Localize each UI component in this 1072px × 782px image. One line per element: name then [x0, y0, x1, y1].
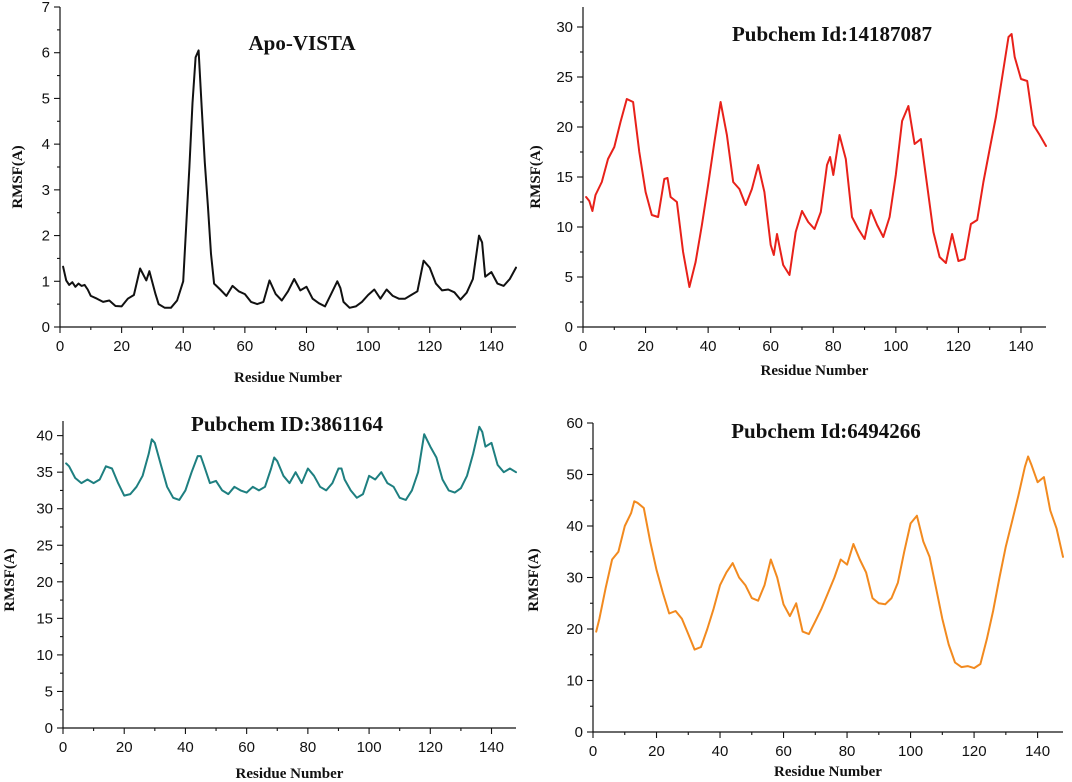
y-tick-label: 30 [566, 570, 583, 587]
series-line-pubchem-6494266 [595, 455, 1064, 670]
x-tick-label: 40 [700, 338, 717, 355]
x-tick-label: 80 [825, 338, 842, 355]
x-tick-label: 0 [56, 338, 64, 355]
y-tick-label: 5 [45, 683, 53, 700]
y-tick-label: 0 [42, 319, 50, 336]
y-tick-label: 10 [556, 219, 573, 236]
y-tick-label: 35 [36, 464, 53, 481]
y-tick-label: 15 [36, 610, 53, 627]
x-tick-label: 60 [775, 743, 792, 760]
x-tick-label: 20 [648, 743, 665, 760]
x-tick-label: 20 [637, 338, 654, 355]
y-tick-label: 40 [36, 428, 53, 445]
x-axis-title: Residue Number [234, 370, 342, 386]
y-tick-label: 5 [42, 90, 50, 107]
y-tick-label: 7 [42, 0, 50, 16]
y-tick-label: 1 [42, 273, 50, 290]
y-tick-label: 0 [575, 724, 583, 741]
x-tick-label: 140 [479, 338, 504, 355]
y-tick-label: 25 [36, 537, 53, 554]
x-tick-label: 100 [357, 739, 382, 756]
x-tick-label: 120 [946, 338, 971, 355]
y-tick-label: 10 [566, 673, 583, 690]
x-axis-title: Residue Number [774, 764, 882, 780]
chart-title: Apo-VISTA [249, 31, 357, 55]
x-tick-label: 140 [1025, 743, 1050, 760]
x-tick-label: 40 [175, 338, 192, 355]
x-tick-label: 60 [762, 338, 779, 355]
y-tick-label: 25 [556, 69, 573, 86]
y-tick-label: 10 [36, 647, 53, 664]
x-tick-label: 120 [417, 338, 442, 355]
x-tick-label: 0 [579, 338, 587, 355]
y-tick-label: 4 [42, 136, 50, 153]
x-tick-label: 140 [479, 739, 504, 756]
x-tick-label: 60 [238, 739, 255, 756]
x-tick-label: 100 [883, 338, 908, 355]
x-axis-title: Residue Number [761, 363, 869, 379]
chart-title: Pubchem Id:6494266 [731, 419, 921, 443]
y-tick-label: 40 [566, 518, 583, 535]
x-tick-label: 100 [898, 743, 923, 760]
chart-panel-pubchem-6494266: 0 20 40 60 80 100 120 140 0 10 20 30 40 50 60 Pubchem I… [526, 415, 1064, 780]
chart-panel-pubchem-14187087: 0 20 40 60 80 100 120 140 0 5 10 15 20 25 30 Pubchem Id… [528, 7, 1047, 379]
x-tick-label: 20 [116, 739, 133, 756]
series-line-pubchem-3861164 [65, 425, 517, 501]
x-tick-label: 20 [113, 338, 130, 355]
x-tick-label: 40 [177, 739, 194, 756]
y-tick-label: 60 [566, 415, 583, 432]
chart-title: Pubchem ID:3861164 [191, 412, 383, 436]
x-tick-label: 100 [356, 338, 381, 355]
y-tick-label: 30 [556, 19, 573, 36]
chart-panel-pubchem-3861164: 0 20 40 60 80 100 120 140 0 5 10 15 20 25 30 35 40 Pubche… [2, 412, 517, 782]
y-tick-label: 5 [565, 269, 573, 286]
x-tick-label: 80 [300, 739, 317, 756]
y-axis-title: RMSF(A) [10, 145, 26, 208]
y-tick-label: 20 [556, 119, 573, 136]
y-tick-label: 0 [565, 319, 573, 336]
y-tick-label: 6 [42, 45, 50, 62]
x-tick-label: 120 [962, 743, 987, 760]
y-tick-label: 20 [566, 621, 583, 638]
y-axis-title: RMSF(A) [526, 548, 542, 611]
y-tick-label: 50 [566, 467, 583, 484]
x-tick-label: 40 [712, 743, 729, 760]
y-tick-label: 2 [42, 228, 50, 245]
chart-panel-apo-vista: 0 20 40 60 80 100 120 140 0 1 2 3 4 5 6 7 Apo-VISTA Resid… [10, 0, 517, 386]
x-tick-label: 120 [418, 739, 443, 756]
series-line-pubchem-14187087 [585, 33, 1047, 288]
y-tick-label: 15 [556, 169, 573, 186]
y-tick-label: 20 [36, 574, 53, 591]
y-axis-title: RMSF(A) [2, 548, 18, 611]
series-line-apo-vista [62, 49, 517, 309]
x-tick-label: 60 [237, 338, 254, 355]
y-tick-label: 30 [36, 501, 53, 518]
x-axis-title: Residue Number [236, 766, 344, 782]
y-tick-label: 3 [42, 182, 50, 199]
y-axis-title: RMSF(A) [528, 145, 544, 208]
y-tick-label: 0 [45, 720, 53, 737]
chart-title: Pubchem Id:14187087 [732, 22, 932, 46]
x-tick-label: 0 [589, 743, 597, 760]
x-tick-label: 80 [298, 338, 315, 355]
x-tick-label: 80 [839, 743, 856, 760]
x-tick-label: 0 [59, 739, 67, 756]
x-tick-label: 140 [1008, 338, 1033, 355]
